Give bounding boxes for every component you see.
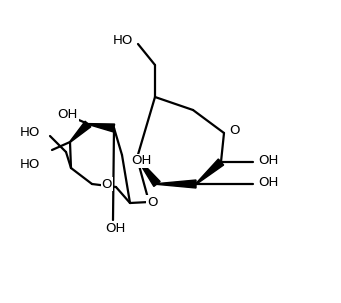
Polygon shape [157, 180, 196, 188]
Polygon shape [137, 158, 160, 186]
Polygon shape [88, 124, 115, 132]
Text: OH: OH [258, 155, 278, 168]
Text: OH: OH [58, 108, 78, 122]
Text: HO: HO [20, 158, 40, 171]
Text: OH: OH [258, 177, 278, 189]
Text: O: O [147, 195, 157, 208]
Text: O: O [102, 178, 112, 191]
Polygon shape [196, 159, 224, 184]
Text: OH: OH [132, 155, 152, 168]
Text: HO: HO [113, 34, 133, 46]
Text: O: O [229, 124, 239, 136]
Text: HO: HO [20, 126, 40, 139]
Text: OH: OH [105, 221, 125, 235]
Polygon shape [70, 121, 91, 142]
